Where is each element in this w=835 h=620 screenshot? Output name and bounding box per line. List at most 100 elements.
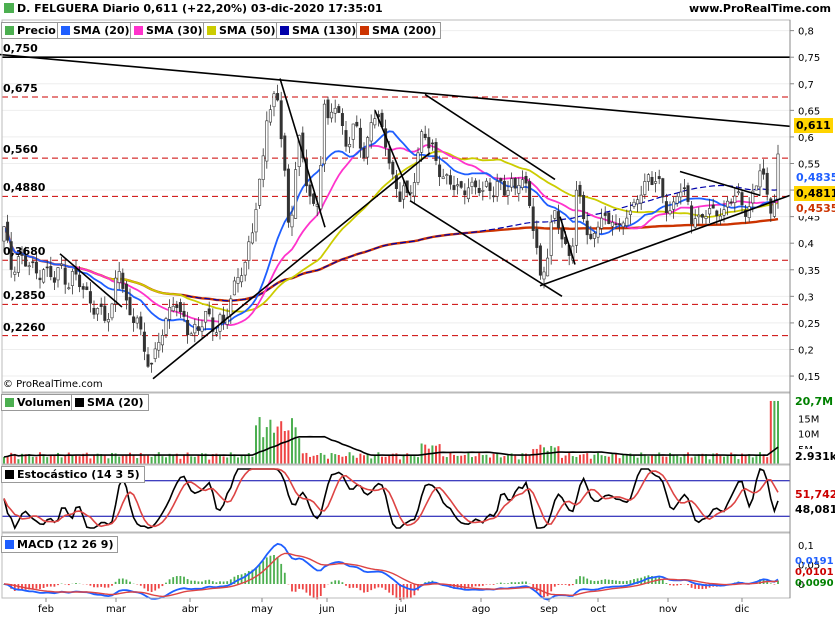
volume-bar <box>323 454 326 464</box>
volume-bar <box>222 456 225 464</box>
volume-bar <box>449 452 452 464</box>
macd-histogram-bar <box>31 584 34 589</box>
volume-bar <box>143 454 146 464</box>
candle-body <box>2 226 6 242</box>
volume-bar <box>298 438 301 464</box>
volume-bar <box>510 453 513 464</box>
candle-body <box>319 165 323 210</box>
macd-histogram-bar <box>604 579 607 584</box>
macd-histogram-bar <box>291 584 293 592</box>
volume-bar <box>582 454 585 464</box>
month-label: may <box>251 604 273 615</box>
candle-body <box>214 332 218 335</box>
macd-histogram-bar <box>467 584 470 589</box>
legend-label: SMA (20) <box>73 24 130 37</box>
volume-sma-line <box>3 435 779 458</box>
macd-histogram-bar <box>150 584 153 592</box>
candle-body <box>740 192 744 206</box>
month-label: jun <box>318 604 334 615</box>
volume-bar <box>636 457 639 464</box>
volume-bar <box>370 458 373 464</box>
trendline <box>559 216 576 265</box>
volume-bar <box>273 432 275 464</box>
sma-200-line <box>2 217 779 303</box>
volume-bar <box>593 454 596 464</box>
volume-bar <box>496 452 499 464</box>
macd-histogram-bar <box>28 584 31 590</box>
volume-bar <box>341 456 344 464</box>
macd-histogram-bar <box>96 584 99 588</box>
volume-bar <box>60 457 63 464</box>
volume-bar <box>319 453 322 464</box>
macd-histogram-bar <box>597 580 599 584</box>
candle-body <box>348 143 352 148</box>
candle-body <box>452 185 456 190</box>
y-tick-label: 0,25 <box>798 319 820 330</box>
macd-histogram-bar <box>121 578 124 584</box>
volume-bar <box>215 453 218 464</box>
volume-bar <box>388 455 391 464</box>
volume-bar <box>172 454 175 464</box>
macd-histogram-bar <box>179 576 182 584</box>
candle-body <box>261 155 265 180</box>
macd-histogram-bar <box>409 584 412 598</box>
candle-body <box>466 187 470 200</box>
macd-histogram-bar <box>345 584 347 586</box>
macd-tag-hist: 0,0090 <box>795 578 834 589</box>
legend-label: SMA (130) <box>292 24 357 37</box>
macd-histogram-bar <box>651 576 653 584</box>
candle-body <box>506 190 510 196</box>
candle-body <box>153 348 157 359</box>
macd-histogram-bar <box>294 584 297 592</box>
macd-histogram-bar <box>355 584 358 588</box>
candle-body <box>60 263 64 266</box>
candle-body <box>52 277 56 283</box>
candle-body <box>747 206 751 219</box>
y-tick-label: 0,2 <box>798 345 814 356</box>
candle-body <box>290 214 294 228</box>
volume-bar <box>532 449 535 464</box>
volume-bar <box>478 453 481 464</box>
volume-swatch <box>5 398 14 407</box>
macd-histogram-bar <box>337 580 340 584</box>
y-tick-label: 0,65 <box>798 106 820 117</box>
volume-tag-current: 20,7M <box>795 394 834 409</box>
candle-body <box>643 181 647 195</box>
volume-bar <box>712 453 715 464</box>
candle-body <box>776 153 780 200</box>
macd-histogram-bar <box>687 584 689 586</box>
macd-histogram-bar <box>114 581 117 584</box>
candle-body <box>686 185 690 202</box>
candle-body <box>402 185 406 200</box>
trendline <box>679 170 761 197</box>
candle-body <box>168 307 172 320</box>
volume-bar <box>759 452 761 464</box>
stochastic-tag-d: 48,081 <box>795 503 835 516</box>
macd-histogram-bar <box>208 579 211 584</box>
volume-bar <box>345 456 347 464</box>
level-label: 0,750 <box>3 42 38 56</box>
volume-bar <box>719 455 722 464</box>
macd-histogram-bar <box>165 582 167 584</box>
macd-histogram-bar <box>769 583 772 584</box>
candle-body <box>722 209 726 216</box>
candle-body <box>495 181 499 197</box>
volume-bar <box>211 454 214 464</box>
volume-tag-sma: 2.931k <box>795 449 835 464</box>
chart-title: D. FELGUERA Diario 0,611 (+22,20%) 03-di… <box>4 2 383 15</box>
volume-bar <box>762 455 765 464</box>
volume-bar <box>348 452 351 464</box>
volume-bar <box>399 459 401 464</box>
month-label: jul <box>394 604 407 615</box>
volume-bar <box>442 456 445 464</box>
volume-bar <box>431 445 434 464</box>
volume-bar <box>384 456 387 464</box>
candle-body <box>639 194 643 204</box>
candle-body <box>618 223 622 225</box>
candle-body <box>733 195 737 203</box>
candle-body <box>654 181 658 184</box>
legend-swatch <box>134 26 143 35</box>
volume-bar <box>28 454 31 464</box>
volume-bar <box>733 454 736 464</box>
macd-histogram-bar <box>561 584 563 585</box>
